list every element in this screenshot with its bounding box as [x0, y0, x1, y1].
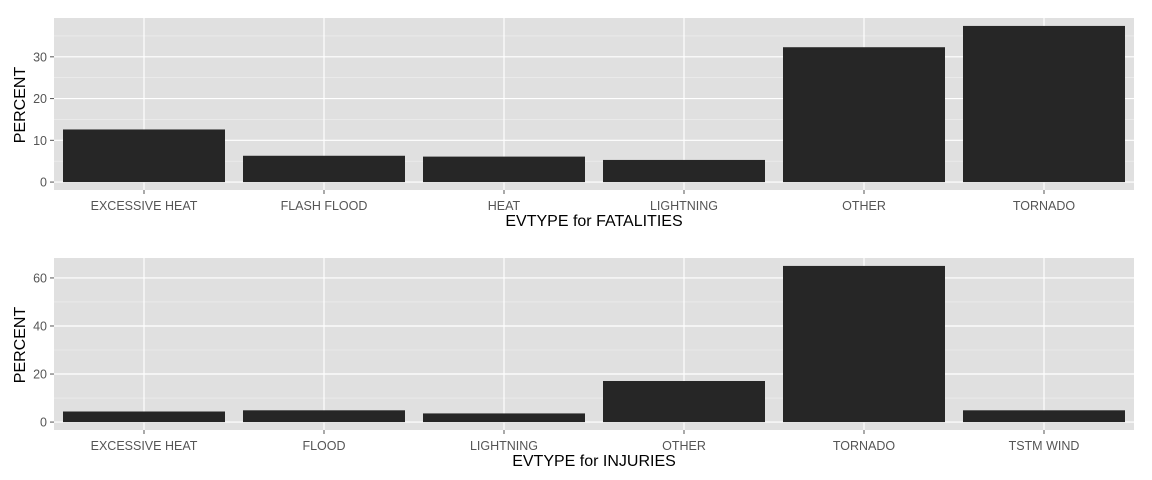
injuries-x-tick-label: FLOOD [302, 439, 345, 453]
injuries-y-axis-title: PERCENT [12, 307, 29, 384]
injuries-bar-tstm-wind [963, 410, 1125, 423]
fatalities-bar-heat [423, 156, 585, 183]
fatalities-bar-other [783, 47, 945, 183]
injuries-x-tick-label: OTHER [662, 439, 706, 453]
fatalities-x-tick-label: HEAT [488, 199, 521, 213]
injuries-y-tick-label: 20 [33, 368, 47, 382]
fatalities-y-axis-title: PERCENT [12, 67, 29, 144]
fatalities-bar-flash-flood [243, 155, 405, 183]
fatalities-y-tick-label: 0 [40, 176, 47, 190]
injuries-bar-excessive-heat [63, 411, 225, 423]
injuries-y-tick-label: 40 [33, 319, 47, 333]
fatalities-y-tick-label: 30 [33, 50, 47, 64]
injuries-chart: 0 20 40 60 EXCESSIVE HEAT FLOOD LIGHTNING OTHER… [12, 258, 1134, 470]
injuries-x-axis-title: EVTYPE for INJURIES [512, 453, 676, 470]
fatalities-y-tick-label: 10 [33, 134, 47, 148]
fatalities-y-tick-label: 20 [33, 92, 47, 106]
injuries-bar-flood [243, 410, 405, 423]
injuries-x-tick-label: TORNADO [833, 439, 896, 453]
fatalities-bar-lightning [603, 159, 765, 183]
injuries-x-tick-label: TSTM WIND [1009, 439, 1080, 453]
fatalities-x-tick-label: EXCESSIVE HEAT [91, 199, 198, 213]
injuries-panel-background [54, 258, 1134, 430]
fatalities-x-tick-label: TORNADO [1013, 199, 1076, 213]
injuries-y-tick-label: 60 [33, 271, 47, 285]
injuries-y-tick-label: 0 [40, 416, 47, 430]
injuries-x-tick-label: LIGHTNING [470, 439, 538, 453]
fatalities-bar-tornado [963, 25, 1125, 183]
fatalities-x-tick-label: OTHER [842, 199, 886, 213]
injuries-bar-lightning [423, 413, 585, 423]
injuries-bar-other [603, 380, 765, 423]
fatalities-bar-excessive-heat [63, 129, 225, 183]
fatalities-x-tick-label: LIGHTNING [650, 199, 718, 213]
fatalities-x-axis-title: EVTYPE for FATALITIES [505, 213, 682, 230]
fatalities-x-tick-label: FLASH FLOOD [281, 199, 368, 213]
injuries-bar-tornado [783, 265, 945, 423]
fatalities-chart: 0 10 20 30 EXCESSIVE HEAT FLASH FLOOD HEAT LIGH… [12, 18, 1134, 230]
injuries-x-tick-label: EXCESSIVE HEAT [91, 439, 198, 453]
